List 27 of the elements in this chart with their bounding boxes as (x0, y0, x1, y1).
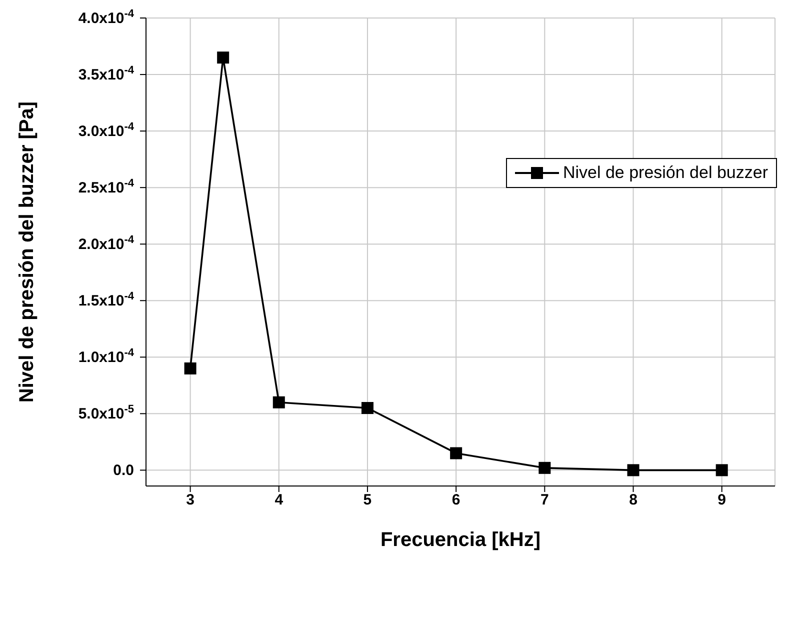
point (184, 362, 196, 374)
x-tick-label: 6 (452, 492, 460, 509)
y-tick-label: 2.0x10$^{-4}$ (78, 234, 135, 254)
point (716, 464, 728, 476)
point (361, 402, 374, 414)
point (538, 462, 551, 474)
point (627, 464, 640, 476)
x-tick-label: 9 (718, 492, 726, 509)
x-tick-label: 8 (629, 492, 638, 509)
y-tick-label: 1.0x10$^{-4}$ (78, 347, 135, 366)
point (450, 447, 462, 460)
x-tick-label: 4 (274, 492, 284, 509)
x-tick-label: 3 (186, 492, 194, 509)
y-tick-label: 4.0x10$^{-4}$ (78, 8, 135, 27)
x-axis-title: Frecuencia [kHz] (380, 529, 541, 551)
y-tick-label: 3.5x10$^{-4}$ (78, 64, 135, 84)
legend-label: Nivel de presión del buzzer (562, 163, 768, 183)
y-axis-title: Nivel de presión del buzzer [Pa] (16, 101, 38, 403)
y-tick-label: 0.0 (113, 462, 134, 480)
point (217, 52, 230, 64)
y-tick-label: 5.0x10$^{-5}$ (78, 404, 134, 423)
point (272, 396, 285, 408)
y-tick-label: 2.5x10$^{-4}$ (78, 178, 135, 197)
x-tick-label: 5 (363, 492, 372, 509)
y-tick-label: 3.0x10$^{-4}$ (78, 121, 135, 140)
x-tick-label: 7 (540, 492, 549, 509)
y-tick-label: 1.5x10$^{-4}$ (78, 290, 135, 310)
